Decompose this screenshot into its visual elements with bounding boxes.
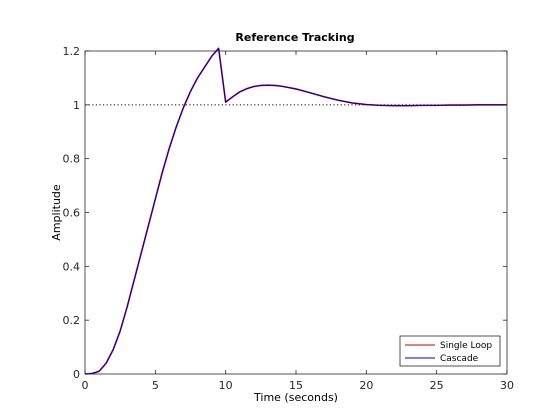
- y-tick-label: 0.2: [63, 314, 81, 327]
- x-tick-label: 25: [430, 379, 444, 392]
- legend-label: Single Loop: [440, 341, 492, 351]
- y-tick-label: 0.6: [63, 207, 81, 220]
- y-tick-label: 0: [73, 368, 80, 381]
- axis-ticks: 0 5 10 15 20 25 30 0 0.2 0.4 0.6 0.8 1 1.2: [63, 45, 515, 392]
- x-axis-title: Time (seconds): [253, 391, 338, 404]
- series-layer: [84, 47, 507, 375]
- y-tick-label: 1: [73, 99, 80, 112]
- x-tick-label: 5: [152, 379, 159, 392]
- x-tick-label: 20: [359, 379, 373, 392]
- x-tick-label: 10: [219, 379, 233, 392]
- legend-box: [399, 335, 501, 367]
- x-tick-label: 0: [82, 379, 89, 392]
- legend: Single Loop Cascade: [399, 335, 501, 367]
- plot-area: [84, 50, 508, 375]
- y-tick-label: 0.4: [63, 260, 81, 273]
- chart-title: Reference Tracking: [235, 31, 354, 44]
- x-tick-label: 15: [289, 379, 303, 392]
- legend-label: Cascade: [440, 354, 479, 364]
- y-tick-label: 1.2: [63, 45, 81, 58]
- series-line-cascade: [84, 47, 507, 375]
- x-tick-label: 30: [500, 379, 514, 392]
- y-axis-title: Amplitude: [50, 184, 63, 241]
- y-tick-label: 0.8: [63, 153, 81, 166]
